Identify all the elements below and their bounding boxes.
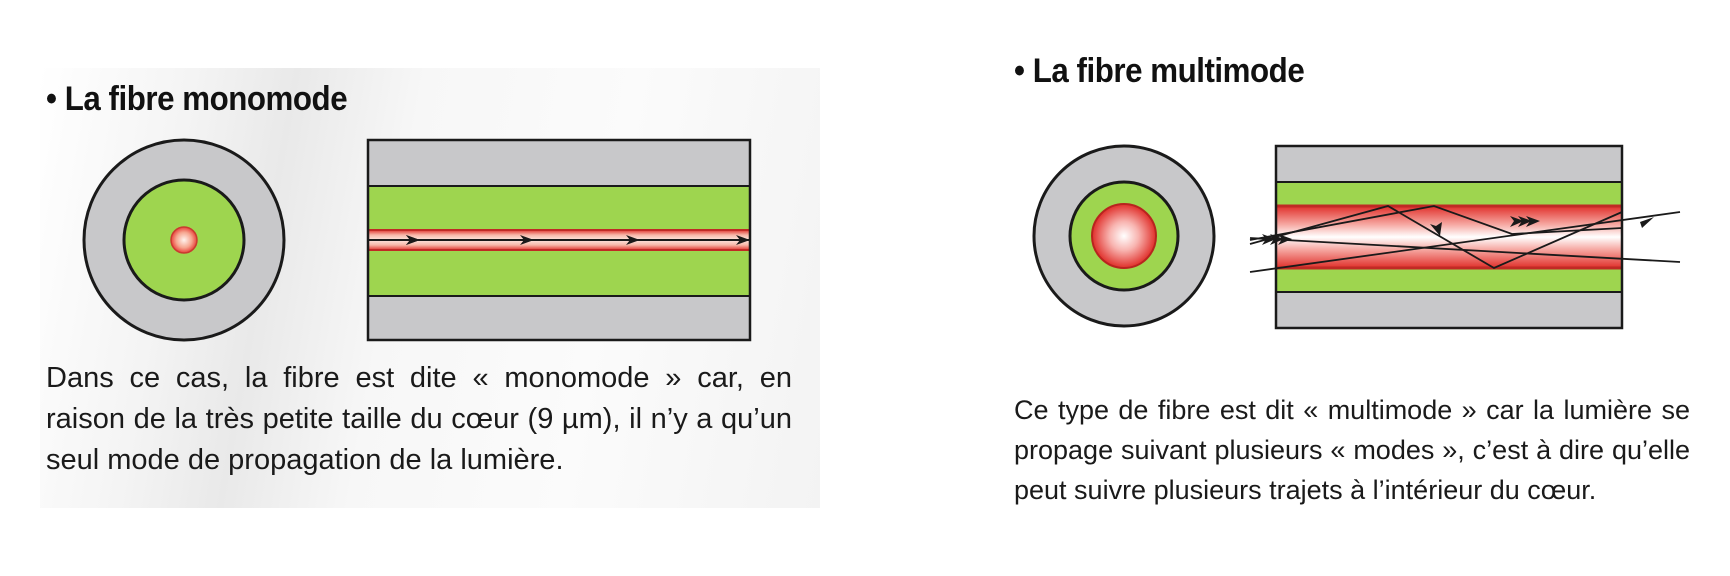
multimode-cladding-bottom (1276, 268, 1622, 292)
multimode-cross-section (1032, 144, 1216, 328)
monomode-arrow-4 (736, 235, 750, 245)
monomode-gaine-bottom (368, 296, 750, 340)
multimode-core-circle (1091, 203, 1157, 269)
monomode-cladding-bottom (368, 250, 750, 296)
monomode-arrow-2 (520, 235, 534, 245)
multimode-longitudinal-view (1249, 144, 1681, 330)
multimode-title: • La fibre multimode (1014, 52, 1305, 90)
multimode-ray-zigzag-2 (1249, 205, 1623, 241)
monomode-outline (366, 138, 752, 342)
multimode-gaine-bottom (1276, 292, 1622, 328)
monomode-description: Dans ce cas, la fibre est dite « monomod… (46, 362, 792, 476)
multimode-cladding-top (1276, 182, 1622, 206)
monomode-cladding-top (368, 186, 750, 230)
monomode-gaine-top (368, 140, 750, 186)
multimode-ray-straight-1 (1249, 211, 1681, 273)
monomode-core-circle (170, 226, 198, 254)
monomode-arrow-3 (626, 235, 640, 245)
multimode-core-band (1276, 206, 1622, 268)
multimode-description: Ce type de fibre est dit « multimode » c… (1014, 395, 1690, 505)
multimode-ray-zigzag-1 (1249, 205, 1623, 270)
multimode-arrows (1262, 216, 1654, 245)
multimode-gaine-top (1276, 146, 1622, 182)
monomode-title: • La fibre monomode (46, 80, 348, 118)
monomode-cross-section (82, 138, 286, 342)
monomode-longitudinal-view (366, 138, 752, 342)
